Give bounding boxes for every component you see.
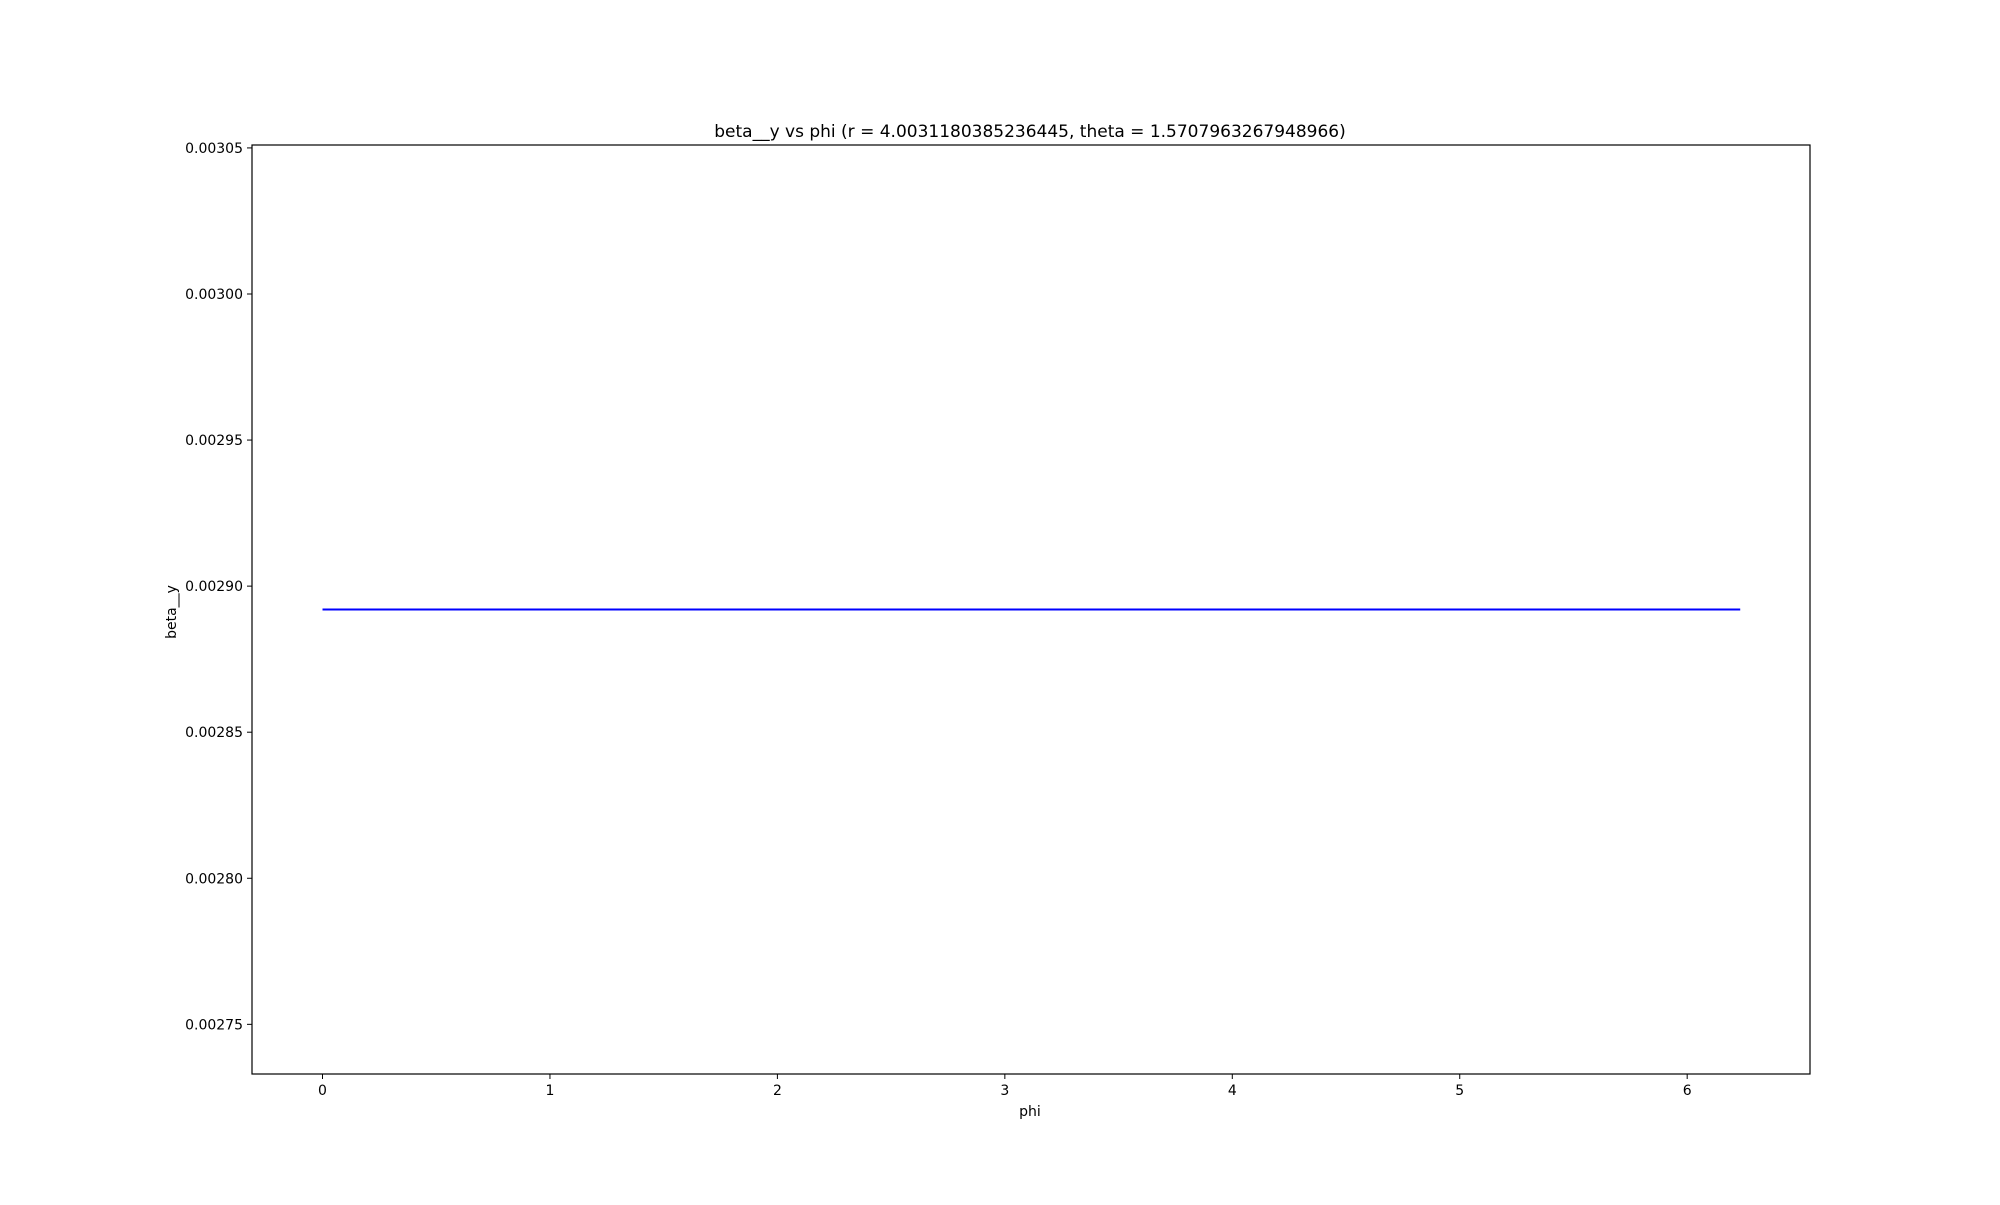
y-tick-label: 0.00285 [185,725,243,741]
x-tick-label: 5 [1455,1083,1464,1099]
x-axis-label: phi [1019,1104,1041,1120]
chart-title: beta__y vs phi (r = 4.0031180385236445, … [714,122,1346,142]
y-tick-label: 0.00275 [185,1017,243,1033]
x-tick-label: 3 [1000,1083,1009,1099]
y-tick-label: 0.00305 [185,141,243,157]
y-axis-ticks: 0.00275 0.00280 0.00285 0.00290 0.00295 0.003… [185,141,252,1033]
x-tick-label: 2 [773,1083,782,1099]
y-axis-label: beta__y [164,585,180,639]
y-tick-label: 0.00290 [185,579,243,595]
x-tick-label: 1 [545,1083,554,1099]
axes-frame [251,144,1811,1075]
y-tick-label: 0.00300 [185,287,243,303]
x-tick-label: 4 [1228,1083,1237,1099]
x-axis-ticks: 0 1 2 3 4 5 6 [318,1074,1692,1099]
y-tick-label: 0.00280 [185,871,243,887]
x-tick-label: 6 [1683,1083,1692,1099]
y-tick-label: 0.00295 [185,433,243,449]
x-tick-label: 0 [318,1083,327,1099]
